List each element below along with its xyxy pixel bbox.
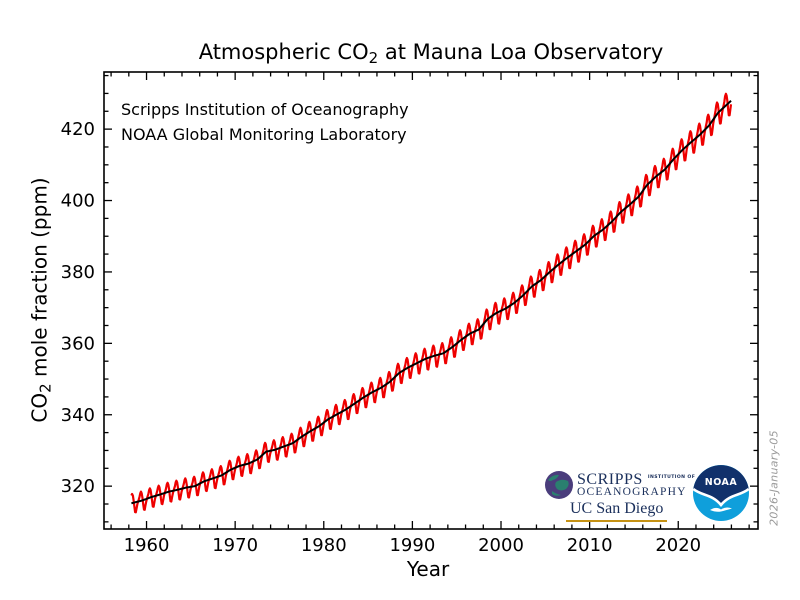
scripps-name: SCRIPPS [577, 471, 643, 488]
scripps-wordmark: SCRIPPS INSTITUTION OF [577, 469, 695, 489]
chart-title-post: at Mauna Loa Observatory [378, 40, 664, 64]
major-ticks [104, 72, 758, 529]
noaa-gull-icon [710, 507, 732, 512]
noaa-gull-divider [692, 487, 750, 508]
source-annotation-line1: Scripps Institution of Oceanography [121, 100, 409, 119]
svg-text:380: 380 [61, 262, 95, 283]
source-annotation: Scripps Institution of Oceanography NOAA… [121, 97, 409, 147]
y-axis-label-subscript: 2 [36, 383, 55, 393]
monthly-co2-line [130, 92, 733, 514]
date-stamp: 2026-January-05 [767, 430, 781, 526]
trend-co2-line [131, 99, 732, 505]
y-axis-label-post: mole fraction (ppm) [27, 177, 52, 384]
y-axis-label: CO2 mole fraction (ppm) [28, 177, 55, 422]
noaa-logo: NOAA [692, 465, 750, 521]
scripps-oceanography-text: OCEANOGRAPHY [577, 486, 687, 498]
svg-text:2000: 2000 [478, 535, 524, 556]
chart-title-pre: Atmospheric CO [198, 40, 369, 64]
axes-frame [103, 71, 759, 530]
svg-text:2010: 2010 [567, 535, 613, 556]
svg-text:1990: 1990 [389, 535, 435, 556]
scripps-logo: SCRIPPS INSTITUTION OF OCEANOGRAPHY UC S… [544, 468, 695, 526]
y-axis-label-pre: CO [27, 392, 52, 423]
svg-text:320: 320 [61, 476, 95, 497]
chart-title-subscript: 2 [368, 49, 379, 67]
svg-text:360: 360 [61, 333, 95, 354]
scripps-tagline: INSTITUTION OF [647, 475, 696, 480]
x-axis-label: Year [406, 557, 450, 581]
svg-text:2020: 2020 [655, 535, 701, 556]
source-annotation-line2: NOAA Global Monitoring Laboratory [121, 125, 407, 144]
y-axis-tick-labels: 320 340 360 380 400 420 [61, 119, 95, 497]
svg-text:420: 420 [61, 119, 95, 140]
ucsd-wordmark: UC San Diego [566, 500, 668, 522]
svg-text:400: 400 [61, 191, 95, 212]
scripps-globe-icon [545, 471, 573, 499]
svg-text:1960: 1960 [124, 535, 170, 556]
svg-text:1980: 1980 [301, 535, 347, 556]
noaa-label: NOAA [705, 477, 738, 488]
chart-title: Atmospheric CO2 at Mauna Loa Observatory [199, 40, 664, 67]
x-axis-tick-labels: 1960 1970 1980 1990 2000 2010 2020 [124, 535, 702, 556]
svg-text:1970: 1970 [212, 535, 258, 556]
svg-text:340: 340 [61, 405, 95, 426]
